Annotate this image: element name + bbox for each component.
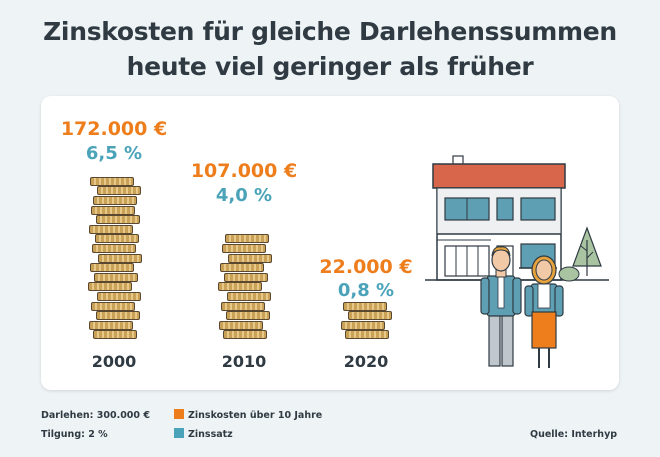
amount-label-2010: 107.000 € <box>190 160 298 182</box>
title-line-2: heute viel geringer als früher <box>126 52 534 81</box>
coin-2010-5 <box>227 292 271 301</box>
amount-label-2000: 172.000 € <box>60 118 168 140</box>
coin-2020-4 <box>343 301 387 311</box>
coin-2010-10 <box>222 244 266 253</box>
legend-item-zinssatz: Zinssatz <box>174 428 233 441</box>
coin-stack-2010 <box>215 216 275 340</box>
year-label-2000: 2000 <box>91 352 137 371</box>
coin-2000-2 <box>89 320 133 330</box>
title-line-1: Zinskosten für gleiche Darlehenssummen <box>43 17 617 46</box>
rate-label-2010: 4,0 % <box>215 185 273 206</box>
legend-swatch-zinssatz <box>174 428 184 438</box>
coin-stack-2000 <box>85 174 145 340</box>
coin-2010-6 <box>218 282 262 292</box>
coin-2000-4 <box>91 301 135 311</box>
rate-label-2020: 0,8 % <box>337 280 395 301</box>
house-illustration <box>425 155 609 368</box>
coin-2000-6 <box>88 282 132 292</box>
coin-2000-10 <box>92 244 136 253</box>
legend-label-zinskosten: Zinskosten über 10 Jahre <box>188 410 323 421</box>
coin-2000-8 <box>90 263 134 273</box>
year-label-2020: 2020 <box>343 352 389 371</box>
coin-2000-1 <box>93 330 137 340</box>
darlehen-note: Darlehen: 300.000 € <box>41 410 150 421</box>
coin-2000-9 <box>98 253 142 263</box>
man-figure <box>480 246 522 367</box>
coin-2000-5 <box>97 292 141 301</box>
source-note: Quelle: Interhyp <box>530 429 618 440</box>
coin-2010-2 <box>219 320 263 330</box>
legend-label-zinssatz: Zinssatz <box>188 429 233 440</box>
coin-2000-3 <box>96 311 140 321</box>
coin-2020-2 <box>341 320 385 330</box>
chart-title: Zinskosten für gleiche Darlehenssummen h… <box>0 14 660 84</box>
coin-2000-7 <box>94 272 138 282</box>
tilgung-note: Tilgung: 2 % <box>41 429 108 440</box>
coin-stack-2020 <box>337 301 397 340</box>
coin-2020-3 <box>348 311 392 321</box>
coin-2010-8 <box>220 263 264 273</box>
coin-2000-13 <box>96 215 140 225</box>
chart-card: 172.000 € 6,5 % 2000 107.000 € 4,0 % 201… <box>41 96 619 390</box>
amount-label-2020: 22.000 € <box>319 256 413 278</box>
coin-2010-7 <box>224 272 268 282</box>
coin-2010-3 <box>226 311 270 321</box>
coin-2000-12 <box>89 224 133 234</box>
coin-2010-11 <box>225 234 269 244</box>
coin-2000-15 <box>93 196 137 205</box>
coin-2010-9 <box>228 253 272 263</box>
woman-figure <box>524 255 564 368</box>
coin-2000-17 <box>90 176 134 186</box>
coin-2020-1 <box>345 330 389 340</box>
coin-2000-11 <box>95 234 139 244</box>
legend-item-zinskosten: Zinskosten über 10 Jahre <box>174 409 322 422</box>
coin-2000-16 <box>97 186 141 196</box>
legend-swatch-zinskosten <box>174 409 184 419</box>
year-label-2010: 2010 <box>221 352 267 371</box>
coin-2000-14 <box>91 205 135 215</box>
rate-label-2000: 6,5 % <box>85 143 143 164</box>
coin-2010-1 <box>223 330 267 340</box>
coin-2010-4 <box>221 301 265 311</box>
